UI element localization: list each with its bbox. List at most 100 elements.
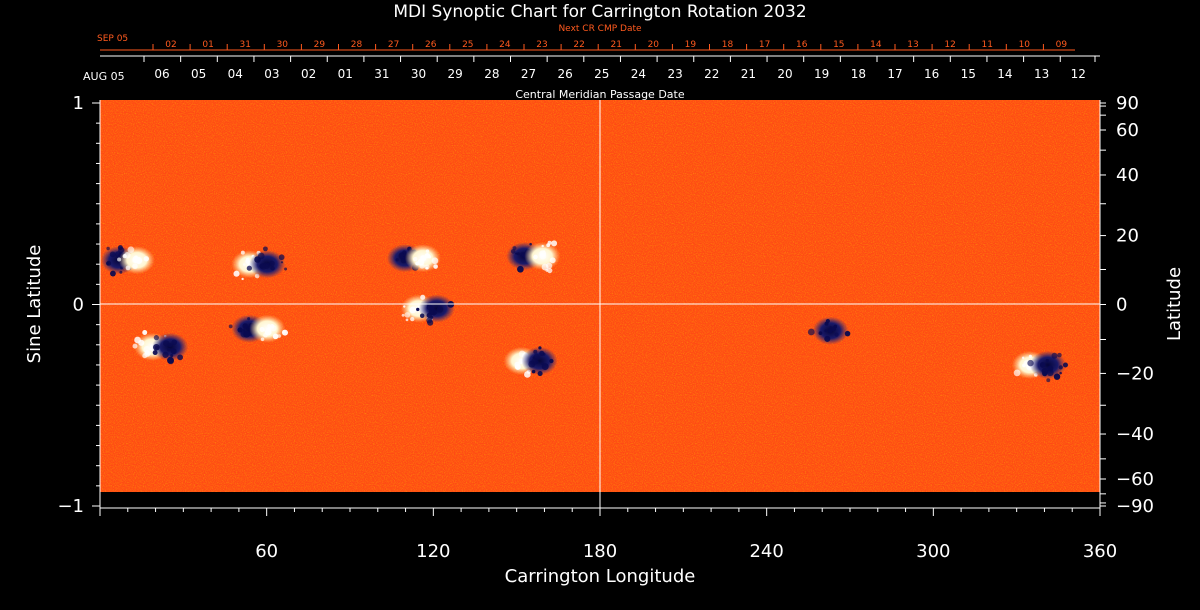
positive-fleck bbox=[541, 244, 544, 248]
next-cr-date-label: 14 bbox=[870, 40, 882, 50]
right-y-tick-label: 20 bbox=[1116, 226, 1139, 247]
cmp-date-label: 02 bbox=[301, 67, 316, 81]
next-cr-date-label: 02 bbox=[165, 40, 176, 50]
cmp-date-label: 21 bbox=[741, 67, 756, 81]
active-region bbox=[400, 294, 455, 326]
positive-fleck bbox=[401, 313, 405, 317]
positive-fleck bbox=[282, 330, 286, 334]
next-cr-date-label: 20 bbox=[648, 40, 660, 50]
active-regions bbox=[100, 240, 1069, 383]
negative-spot bbox=[521, 346, 558, 375]
negative-fleck bbox=[1045, 358, 1049, 363]
y-axis-label-left: Sine Latitude bbox=[24, 245, 45, 364]
next-cr-date-label: 31 bbox=[239, 40, 250, 50]
negative-fleck bbox=[153, 335, 160, 341]
negative-fleck bbox=[153, 343, 160, 351]
negative-fleck bbox=[162, 351, 169, 358]
next-cr-date-label: 27 bbox=[388, 40, 399, 50]
positive-fleck bbox=[533, 254, 538, 260]
negative-fleck bbox=[163, 340, 170, 347]
right-y-tick-label: 40 bbox=[1116, 165, 1139, 186]
x-tick-label: 60 bbox=[255, 541, 278, 562]
negative-fleck bbox=[1059, 371, 1062, 375]
negative-fleck bbox=[531, 358, 538, 365]
right-y-tick-label: −90 bbox=[1116, 496, 1154, 517]
cmp-date-label: 04 bbox=[228, 67, 243, 81]
negative-fleck bbox=[825, 318, 830, 324]
cmp-date-label: 16 bbox=[924, 67, 939, 81]
negative-fleck bbox=[807, 328, 815, 336]
cmp-start-label: AUG 05 bbox=[83, 70, 125, 83]
positive-fleck bbox=[1028, 354, 1032, 358]
positive-fleck bbox=[427, 255, 432, 259]
positive-fleck bbox=[524, 371, 531, 378]
negative-fleck bbox=[278, 254, 285, 261]
negative-fleck bbox=[247, 317, 251, 321]
next-cr-date-label: 26 bbox=[425, 40, 437, 50]
positive-fleck bbox=[269, 324, 275, 329]
positive-fleck bbox=[431, 257, 439, 265]
negative-fleck bbox=[237, 327, 243, 333]
negative-fleck bbox=[109, 251, 116, 258]
active-region bbox=[231, 246, 288, 281]
negative-fleck bbox=[269, 260, 275, 267]
negative-fleck bbox=[1058, 365, 1063, 370]
next-cr-date-label: 15 bbox=[833, 40, 844, 50]
cmp-date-label: 17 bbox=[887, 67, 902, 81]
next-cr-date-labels: 02 01 31 30 29 28 27 26 25 24 23 22 21 20 19 18 17 16 15 14… bbox=[165, 40, 1067, 50]
negative-fleck bbox=[516, 252, 520, 256]
positive-fleck bbox=[143, 256, 149, 262]
next-cr-date-label: 28 bbox=[351, 40, 363, 50]
negative-fleck bbox=[395, 258, 399, 262]
negative-fleck bbox=[834, 332, 839, 337]
next-cr-date-label: 25 bbox=[462, 40, 473, 50]
next-cr-date-label: 01 bbox=[202, 40, 213, 50]
next-cr-date-label: 12 bbox=[944, 40, 955, 50]
cmp-date-label: 24 bbox=[631, 67, 646, 81]
negative-fleck bbox=[242, 328, 246, 332]
positive-fleck bbox=[404, 312, 411, 318]
negative-fleck bbox=[517, 265, 524, 273]
cmp-date-label: 05 bbox=[191, 67, 206, 81]
active-region bbox=[1011, 350, 1069, 383]
cmp-date-label: 28 bbox=[484, 67, 499, 81]
cmp-date-label: 20 bbox=[777, 67, 792, 81]
right-y-ticks: 90 60 40 20 0 −20 −40 −60 −90 bbox=[1100, 93, 1154, 517]
left-y-tick-label: 0 bbox=[73, 295, 84, 316]
negative-fleck bbox=[529, 242, 532, 246]
positive-fleck bbox=[117, 257, 122, 262]
negative-fleck bbox=[106, 246, 110, 251]
cmp-date-label: 01 bbox=[338, 67, 353, 81]
negative-fleck bbox=[1042, 371, 1048, 377]
positive-fleck bbox=[543, 250, 546, 253]
positive-fleck bbox=[245, 259, 250, 264]
negative-fleck bbox=[284, 267, 288, 271]
x-tick-label: 360 bbox=[1083, 541, 1117, 562]
positive-fleck bbox=[410, 316, 415, 322]
negative-fleck bbox=[246, 265, 252, 271]
cmp-date-ticks bbox=[100, 55, 1100, 62]
negative-fleck bbox=[177, 354, 184, 361]
right-y-tick-label: −60 bbox=[1116, 469, 1154, 490]
next-cr-date-label: 23 bbox=[536, 40, 547, 50]
positive-fleck bbox=[267, 324, 271, 328]
right-y-tick-label: −40 bbox=[1116, 424, 1154, 445]
x-tick-label: 300 bbox=[916, 541, 950, 562]
positive-fleck bbox=[132, 343, 138, 349]
positive-fleck bbox=[124, 251, 131, 259]
negative-fleck bbox=[436, 306, 444, 313]
positive-fleck bbox=[125, 265, 131, 271]
next-cr-date-label: 17 bbox=[759, 40, 770, 50]
x-tick-label: 120 bbox=[416, 541, 450, 562]
negative-fleck bbox=[1062, 362, 1069, 368]
next-cr-date-label: 19 bbox=[685, 40, 697, 50]
negative-fleck bbox=[117, 245, 123, 251]
positive-fleck bbox=[132, 263, 138, 270]
positive-fleck bbox=[547, 240, 552, 245]
positive-fleck bbox=[144, 351, 151, 358]
next-cr-axis-label: Next CR CMP Date bbox=[558, 24, 642, 34]
negative-fleck bbox=[533, 349, 538, 354]
cmp-date-label: 23 bbox=[667, 67, 682, 81]
active-region bbox=[506, 240, 561, 274]
